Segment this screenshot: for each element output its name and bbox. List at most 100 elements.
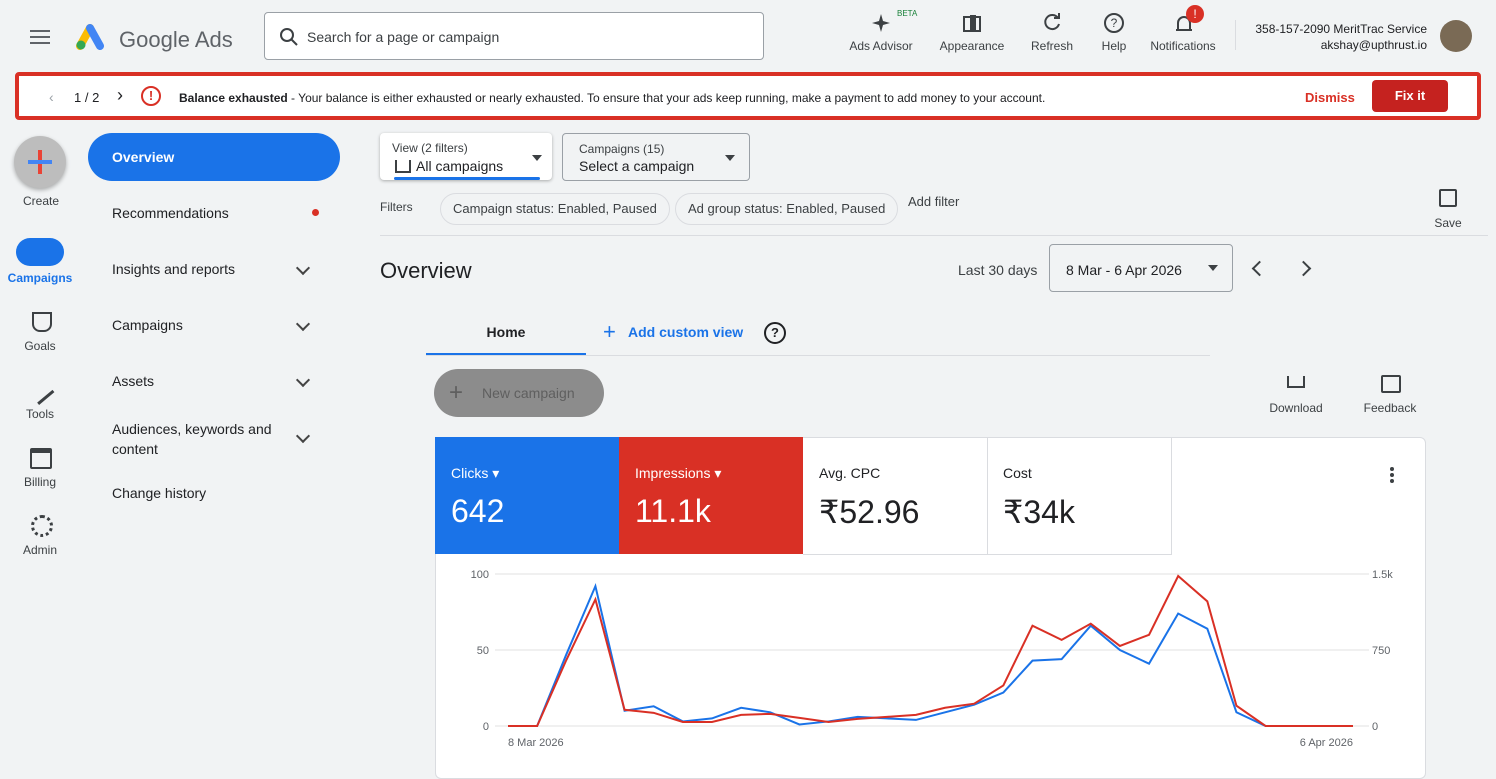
rail-label[interactable]: Campaigns <box>7 271 73 285</box>
avatar[interactable] <box>1440 20 1472 52</box>
metric-card[interactable]: Avg. CPC ₹52.96 <box>803 437 988 555</box>
rail-active[interactable] <box>16 238 64 266</box>
view-select[interactable]: View (2 filters) All campaigns <box>380 133 552 180</box>
metric-name: Impressions <box>635 465 711 481</box>
banner-message: - Your balance is either exhausted or ne… <box>287 91 1046 105</box>
banner-title: Balance exhausted <box>179 91 288 105</box>
notification-badge: ! <box>1186 5 1204 23</box>
beta-badge: BETA <box>897 9 918 18</box>
dismiss[interactable]: Dismiss <box>1305 90 1355 105</box>
account: 358-157-2090 MeritTrac Service <box>1255 22 1427 36</box>
rail-label[interactable]: Billing <box>23 475 56 489</box>
rail-label[interactable]: Goals <box>24 339 56 353</box>
more-menu[interactable] <box>1390 467 1394 471</box>
nav-item[interactable]: Assets <box>112 373 155 389</box>
alert-banner: ‹ 1 / 2 › ! Balance exhausted - Your bal… <box>15 72 1481 120</box>
bell-icon <box>1176 16 1192 31</box>
nav-item[interactable]: Recommendations <box>112 205 229 221</box>
metric-label: Avg. CPC <box>819 465 881 481</box>
nav-item[interactable]: Insights and reports <box>112 261 235 277</box>
new-campaign-label: New campaign <box>482 385 575 401</box>
nav-active[interactable] <box>88 133 340 181</box>
chevron[interactable] <box>295 316 311 332</box>
home-icon <box>395 160 411 173</box>
appearance-icon <box>963 15 981 32</box>
next-period[interactable] <box>1295 260 1312 277</box>
feedback-icon <box>1381 375 1401 393</box>
advisor-icon <box>872 14 890 32</box>
chevron[interactable] <box>295 372 311 388</box>
feedback[interactable]: Feedback <box>1363 401 1417 415</box>
tab[interactable]: Home <box>486 324 526 340</box>
plus-icon: + <box>603 319 616 344</box>
y2-tick-label: 750 <box>1372 645 1390 657</box>
action-label[interactable]: Appearance <box>939 39 1005 53</box>
x-tick-label: 6 Apr 2026 <box>1300 737 1353 749</box>
search-placeholder: Search for a page or campaign <box>307 29 500 45</box>
next[interactable]: › <box>117 85 123 105</box>
download[interactable]: Download <box>1269 401 1323 415</box>
date-range: 8 Mar - 6 Apr 2026 <box>1066 262 1182 278</box>
chevron[interactable] <box>295 428 311 444</box>
create-button[interactable] <box>14 136 66 188</box>
metric-label: Cost <box>1003 465 1032 481</box>
nav-item[interactable]: Change history <box>112 485 207 501</box>
refresh-icon <box>1044 13 1060 31</box>
nav-item[interactable]: Audiences, keywords and content <box>112 421 272 457</box>
divider <box>380 235 1488 236</box>
metric-value: ₹34k <box>1003 494 1075 530</box>
filter-chip[interactable]: Ad group status: Enabled, Paused <box>675 193 899 225</box>
action-label[interactable]: Notifications <box>1150 39 1216 53</box>
billing-icon <box>30 448 52 469</box>
add-filter[interactable]: Add filter <box>908 194 960 209</box>
date-picker[interactable]: 8 Mar - 6 Apr 2026 <box>1049 244 1233 292</box>
metric-label: Impressions ▾ <box>635 465 722 481</box>
y2-tick-label: 1.5k <box>1372 569 1393 581</box>
download-icon <box>1287 376 1305 388</box>
x-tick-label: 8 Mar 2026 <box>508 737 564 749</box>
product-name: Google Ads <box>119 27 233 52</box>
save-icon <box>1439 189 1457 207</box>
series-line <box>508 582 1353 727</box>
campaigns-label: Campaigns (15) <box>579 142 665 156</box>
y-tick-label: 0 <box>483 721 489 733</box>
campaigns-value: Select a campaign <box>579 158 695 174</box>
chart: 0 50 100 0 750 1.5k 8 Mar 2026 6 Apr 2026 <box>471 569 1394 749</box>
pager: 1 / 2 <box>74 90 100 105</box>
goals-icon <box>32 312 52 332</box>
filters-label: Filters <box>380 200 413 214</box>
rail-label[interactable]: Admin <box>22 543 57 557</box>
menu-icon[interactable] <box>30 30 50 32</box>
prev-period[interactable] <box>1251 260 1268 277</box>
action-label[interactable]: Ads Advisor <box>849 39 913 53</box>
tab-indicator <box>426 353 586 356</box>
rail-label[interactable]: Create <box>22 194 60 208</box>
new-campaign[interactable]: + New campaign <box>434 369 604 417</box>
help-icon[interactable]: ? <box>764 322 786 344</box>
logo <box>76 24 104 50</box>
action-label[interactable]: Help <box>1101 39 1127 53</box>
prev[interactable]: ‹ <box>49 89 54 105</box>
tab[interactable]: Add custom view <box>628 324 744 340</box>
nav-item[interactable]: Overview <box>112 149 175 165</box>
y2-tick-label: 0 <box>1372 721 1378 733</box>
admin-icon <box>31 515 53 537</box>
save[interactable]: Save <box>1434 216 1462 230</box>
series-line <box>508 574 1353 727</box>
action-label[interactable]: Refresh <box>1030 39 1074 53</box>
campaign-select[interactable]: Campaigns (15) Select a campaign <box>562 133 750 181</box>
nav-item[interactable]: Campaigns <box>112 317 183 333</box>
divider <box>1235 20 1236 50</box>
filter-chip[interactable]: Campaign status: Enabled, Paused <box>440 193 670 225</box>
metric-card[interactable]: Cost ₹34k <box>987 437 1172 555</box>
search-box[interactable]: Search for a page or campaign <box>264 12 764 60</box>
chevron[interactable] <box>295 260 311 276</box>
metric-card[interactable]: Impressions ▾ 11.1k <box>619 437 803 554</box>
fix-button[interactable]: Fix it <box>1372 80 1448 112</box>
caret <box>532 155 542 166</box>
metric-name: Clicks <box>451 465 489 481</box>
metric-value: 11.1k <box>635 493 711 529</box>
nav-dot <box>312 209 319 216</box>
rail-label[interactable]: Tools <box>25 407 54 421</box>
metric-card[interactable]: Clicks ▾ 642 <box>435 437 619 554</box>
